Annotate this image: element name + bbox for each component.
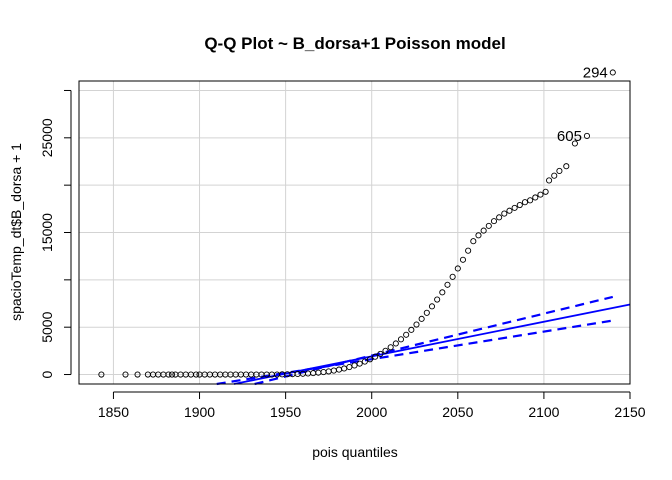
data-point — [193, 371, 200, 378]
data-point — [465, 247, 472, 254]
x-tick-label-2: 1950 — [270, 404, 301, 420]
data-point — [496, 214, 503, 221]
data-point — [434, 296, 441, 303]
data-point — [542, 188, 549, 195]
annotation-294: 294 — [583, 64, 608, 81]
data-point — [341, 365, 348, 372]
data-point — [490, 218, 498, 225]
data-point — [563, 163, 570, 170]
data-point — [356, 360, 363, 367]
x-tick-label-0: 1850 — [98, 404, 129, 420]
data-point — [583, 132, 591, 139]
data-point — [511, 204, 518, 211]
data-point — [537, 191, 544, 198]
data-point — [413, 321, 420, 328]
data-point — [325, 368, 332, 375]
data-point — [423, 309, 430, 316]
data-point — [382, 347, 389, 354]
data-point — [372, 353, 379, 360]
grid-lines — [79, 81, 631, 384]
data-point — [366, 356, 374, 363]
chart-title: Q-Q Plot ~ B_dorsa+1 Poisson model — [204, 34, 505, 53]
data-point — [304, 370, 312, 377]
data-point — [134, 371, 141, 378]
data-point — [98, 371, 105, 378]
data-point — [397, 336, 405, 343]
data-point — [521, 199, 529, 206]
data-point — [480, 227, 487, 234]
x-tick-label-3: 2000 — [356, 404, 387, 420]
data-point — [439, 289, 446, 296]
data-point — [335, 366, 343, 373]
data-point — [418, 315, 425, 322]
y-axis-label: spacioTemp_dt$B_dorsa + 1 — [8, 143, 24, 321]
data-point — [392, 340, 399, 347]
data-point — [571, 140, 578, 147]
y-tick-label-3: 25000 — [39, 118, 55, 157]
data-point — [516, 201, 523, 209]
data-point — [444, 281, 451, 288]
data-point — [532, 194, 539, 201]
data-point — [556, 167, 563, 175]
data-point — [527, 197, 534, 204]
confidence-envelopes — [216, 295, 614, 386]
data-point — [454, 265, 461, 272]
x-tick-label-6: 2150 — [614, 404, 645, 420]
data-point — [485, 222, 492, 229]
y-tick-label-1: 5000 — [39, 311, 55, 342]
data-point — [403, 331, 410, 338]
data-point — [551, 172, 558, 179]
data-point — [428, 303, 436, 310]
reference-line — [233, 303, 631, 385]
data-point — [475, 232, 482, 239]
data-point — [168, 371, 176, 378]
x-tick-label-5: 2100 — [528, 404, 559, 420]
point-annotations: 294 605 — [557, 64, 608, 144]
reference-line-group — [233, 303, 631, 385]
data-point — [377, 350, 384, 357]
annotation-605: 605 — [557, 128, 582, 145]
data-point — [506, 207, 513, 214]
data-point — [122, 371, 129, 378]
data-point — [408, 326, 415, 333]
y-tick-label-0: 0 — [39, 370, 55, 378]
data-points — [98, 69, 616, 378]
data-point — [320, 369, 327, 376]
x-axis-label: pois quantiles — [312, 444, 398, 460]
data-point — [449, 273, 456, 280]
data-point — [609, 69, 616, 76]
data-point — [387, 344, 394, 351]
data-point — [351, 362, 358, 369]
data-point — [346, 364, 353, 371]
x-tick-label-4: 2050 — [442, 404, 473, 420]
y-tick-label-2: 15000 — [39, 213, 55, 252]
data-point — [330, 367, 337, 374]
x-axis: 1850 1900 1950 2000 2050 2100 2150 — [98, 391, 646, 420]
plot-border — [78, 80, 631, 385]
data-point — [361, 358, 368, 365]
y-axis: 0 5000 15000 25000 — [39, 89, 72, 378]
data-point — [546, 177, 553, 184]
data-point — [165, 371, 172, 378]
x-tick-label-1: 1900 — [184, 404, 215, 420]
data-point — [459, 256, 467, 263]
data-point — [470, 238, 477, 245]
data-point — [501, 210, 508, 217]
